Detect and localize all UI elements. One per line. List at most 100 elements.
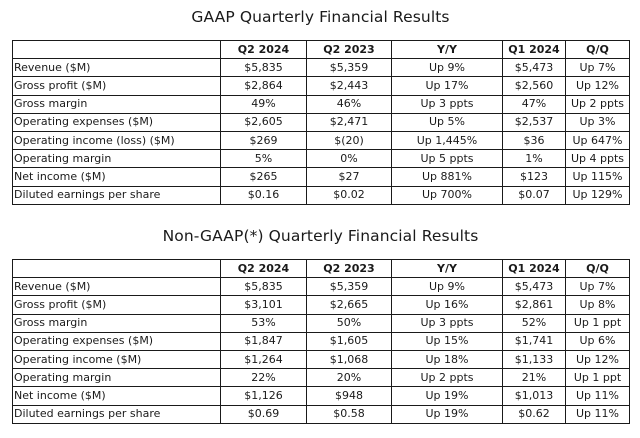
cell-q2-2024: $3,101: [220, 295, 307, 315]
cell-qoq: Up 1 ppt: [565, 313, 630, 333]
table-row: Operating income (loss) ($M) $269 $(20) …: [12, 130, 630, 151]
header-cell-q1-2024: Q1 2024: [502, 39, 566, 60]
table-row: Gross margin 49% 46% Up 3 ppts 47% Up 2 …: [12, 94, 630, 114]
cell-q1-2024: $2,560: [502, 76, 566, 96]
row-label: Gross profit ($M): [12, 76, 221, 96]
cell-q1-2024: $5,473: [502, 277, 566, 297]
cell-qoq: Up 12%: [565, 349, 630, 370]
cell-q2-2024: 49%: [220, 94, 307, 114]
cell-qoq: Up 12%: [565, 76, 630, 96]
cell-q1-2024: $0.62: [502, 404, 566, 424]
table-row: Revenue ($M) $5,835 $5,359 Up 9% $5,473 …: [12, 277, 630, 297]
cell-q2-2023: 46%: [306, 94, 392, 114]
table-row: Operating expenses ($M) $2,605 $2,471 Up…: [12, 112, 630, 132]
header-cell-q2-2023: Q2 2023: [306, 39, 392, 60]
cell-q1-2024: $0.07: [502, 185, 566, 205]
cell-q1-2024: $2,861: [502, 295, 566, 315]
table-row: Operating margin 22% 20% Up 2 ppts 21% U…: [12, 368, 630, 388]
cell-q2-2024: $0.16: [220, 185, 307, 205]
cell-qoq: Up 7%: [565, 58, 630, 78]
cell-yoy: Up 9%: [391, 277, 503, 297]
cell-q2-2024: $1,126: [220, 386, 307, 406]
cell-q1-2024: 52%: [502, 313, 566, 333]
row-label: Net income ($M): [12, 386, 221, 406]
table-row: Diluted earnings per share $0.16 $0.02 U…: [12, 185, 630, 205]
table-row: Gross profit ($M) $2,864 $2,443 Up 17% $…: [12, 76, 630, 96]
cell-yoy: Up 3 ppts: [391, 94, 503, 114]
cell-qoq: Up 7%: [565, 277, 630, 297]
cell-yoy: Up 15%: [391, 331, 503, 351]
cell-q2-2023: $0.58: [306, 404, 392, 424]
row-label: Operating expenses ($M): [12, 112, 221, 132]
row-label: Operating expenses ($M): [12, 331, 221, 351]
cell-q2-2023: $2,471: [306, 112, 392, 132]
cell-q2-2023: $5,359: [306, 277, 392, 297]
cell-qoq: Up 11%: [565, 386, 630, 406]
cell-yoy: Up 1,445%: [391, 130, 503, 151]
gaap-header-row: Q2 2024 Q2 2023 Y/Y Q1 2024 Q/Q: [12, 39, 630, 60]
cell-yoy: Up 19%: [391, 386, 503, 406]
row-label: Gross profit ($M): [12, 295, 221, 315]
cell-yoy: Up 3 ppts: [391, 313, 503, 333]
cell-q2-2023: $5,359: [306, 58, 392, 78]
row-label: Revenue ($M): [12, 58, 221, 78]
cell-q2-2024: 5%: [220, 149, 307, 169]
cell-q2-2023: $1,605: [306, 331, 392, 351]
nongaap-results-title: Non-GAAP(*) Quarterly Financial Results: [162, 227, 479, 245]
cell-q1-2024: 47%: [502, 94, 566, 114]
row-label: Diluted earnings per share: [12, 404, 221, 424]
row-label: Gross margin: [12, 313, 221, 333]
cell-q2-2023: 0%: [306, 149, 392, 169]
nongaap-results-table: Q2 2024 Q2 2023 Y/Y Q1 2024 Q/Q Revenue …: [12, 258, 630, 424]
cell-yoy: Up 16%: [391, 295, 503, 315]
cell-qoq: Up 11%: [565, 404, 630, 424]
cell-q1-2024: $1,741: [502, 331, 566, 351]
table-row: Net income ($M) $265 $27 Up 881% $123 Up…: [12, 167, 630, 187]
table-row: Revenue ($M) $5,835 $5,359 Up 9% $5,473 …: [12, 58, 630, 78]
table-row: Diluted earnings per share $0.69 $0.58 U…: [12, 404, 630, 424]
table-row: Gross profit ($M) $3,101 $2,665 Up 16% $…: [12, 295, 630, 315]
header-cell-q2-2024: Q2 2024: [220, 258, 307, 279]
cell-q2-2024: $5,835: [220, 277, 307, 297]
cell-q1-2024: $123: [502, 167, 566, 187]
row-label: Operating income ($M): [12, 349, 221, 370]
cell-yoy: Up 19%: [391, 404, 503, 424]
table-row: Operating income ($M) $1,264 $1,068 Up 1…: [12, 349, 630, 370]
cell-q2-2023: $2,443: [306, 76, 392, 96]
cell-yoy: Up 2 ppts: [391, 368, 503, 388]
cell-q1-2024: $2,537: [502, 112, 566, 132]
row-label: Operating margin: [12, 149, 221, 169]
header-cell-yoy: Y/Y: [391, 39, 503, 60]
cell-q1-2024: $5,473: [502, 58, 566, 78]
row-label: Gross margin: [12, 94, 221, 114]
cell-q1-2024: 21%: [502, 368, 566, 388]
row-label: Net income ($M): [12, 167, 221, 187]
cell-qoq: Up 3%: [565, 112, 630, 132]
cell-q2-2024: $0.69: [220, 404, 307, 424]
header-cell-q2-2023: Q2 2023: [306, 258, 392, 279]
cell-qoq: Up 647%: [565, 130, 630, 151]
cell-yoy: Up 5%: [391, 112, 503, 132]
cell-q2-2023: $2,665: [306, 295, 392, 315]
cell-qoq: Up 129%: [565, 185, 630, 205]
cell-qoq: Up 8%: [565, 295, 630, 315]
nongaap-header-row: Q2 2024 Q2 2023 Y/Y Q1 2024 Q/Q: [12, 258, 630, 279]
gaap-results-title: GAAP Quarterly Financial Results: [191, 8, 450, 26]
cell-qoq: Up 1 ppt: [565, 368, 630, 388]
header-cell-metric: [12, 39, 221, 60]
cell-yoy: Up 881%: [391, 167, 503, 187]
cell-q2-2023: 50%: [306, 313, 392, 333]
cell-q2-2023: $1,068: [306, 349, 392, 370]
cell-q2-2024: 53%: [220, 313, 307, 333]
header-cell-metric: [12, 258, 221, 279]
header-cell-q1-2024: Q1 2024: [502, 258, 566, 279]
cell-yoy: Up 700%: [391, 185, 503, 205]
table-row: Operating expenses ($M) $1,847 $1,605 Up…: [12, 331, 630, 351]
table-row: Net income ($M) $1,126 $948 Up 19% $1,01…: [12, 386, 630, 406]
cell-qoq: Up 115%: [565, 167, 630, 187]
gaap-results-table: Q2 2024 Q2 2023 Y/Y Q1 2024 Q/Q Revenue …: [12, 39, 630, 205]
cell-q2-2024: $5,835: [220, 58, 307, 78]
cell-q2-2023: $(20): [306, 130, 392, 151]
cell-q2-2023: 20%: [306, 368, 392, 388]
cell-yoy: Up 17%: [391, 76, 503, 96]
